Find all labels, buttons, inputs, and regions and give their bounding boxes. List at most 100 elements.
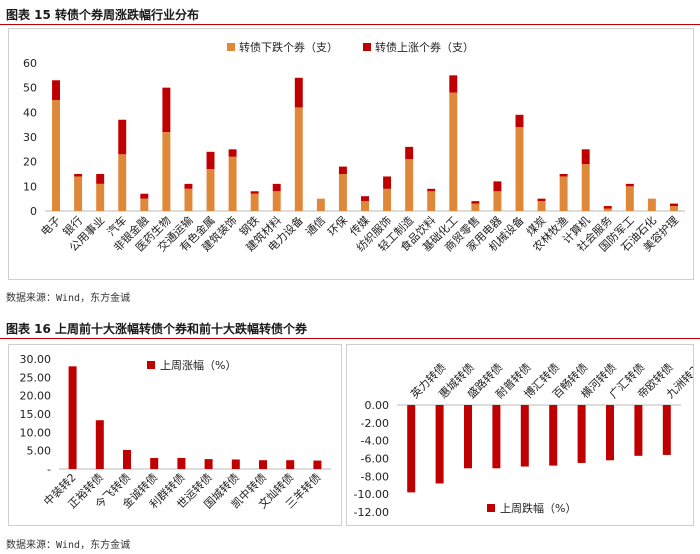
bar-segment <box>493 181 502 192</box>
industry-distribution-chart: 0102030405060电子银行公用事业汽车非银金融医药生物交通运输有色金属建… <box>23 40 685 254</box>
y-tick-label: 20.00 <box>20 390 52 403</box>
bar-segment <box>140 198 149 211</box>
y-tick-label: 0 <box>30 205 37 218</box>
bar-segment <box>52 100 61 211</box>
y-tick-label: 10.00 <box>20 426 52 439</box>
bar <box>606 405 614 461</box>
bar-segment <box>162 132 171 211</box>
bar-segment <box>294 77 303 108</box>
bar-segment <box>96 183 105 211</box>
bar-segment <box>603 208 612 211</box>
bar-segment <box>250 191 259 194</box>
top10-gainers-chart: -5.0010.0015.0020.0025.0030.00中装转2正裕转债今飞… <box>20 353 331 511</box>
bar-segment <box>449 92 458 211</box>
bar-segment <box>427 188 436 192</box>
y-tick-label: 10 <box>23 180 37 193</box>
bar-segment <box>625 183 634 187</box>
bar-segment <box>559 176 568 211</box>
x-tick-label: 电子 <box>38 214 63 239</box>
figure15-source: 数据来源：Wind，东方金诚 <box>6 293 131 304</box>
bar-segment <box>471 201 480 204</box>
bar-segment <box>184 183 193 189</box>
legend-swatch <box>147 361 155 369</box>
bar-segment <box>405 159 414 211</box>
bar-segment <box>559 174 568 177</box>
bar-segment <box>118 119 127 155</box>
figure16-left-panel: -5.00 10.00 15.00 20.00 25.00 30.00 中装转2 正裕转债 今飞… <box>8 344 342 526</box>
legend-label: 上周跌幅（%） <box>500 501 576 515</box>
bar-segment <box>383 176 392 189</box>
bar-segment <box>294 107 303 211</box>
legend-label: 上周涨幅（%） <box>160 359 236 372</box>
x-tick-label: 环保 <box>325 213 350 238</box>
bar-segment <box>338 166 347 174</box>
bar-segment <box>206 151 215 170</box>
bar-segment <box>96 174 105 184</box>
legend-swatch <box>363 43 371 51</box>
bar <box>150 458 159 469</box>
figure16-source: 数据来源：Wind，东方金诚 <box>6 540 131 551</box>
bar-segment <box>647 198 656 211</box>
bar-segment <box>74 174 83 177</box>
bar-segment <box>383 188 392 211</box>
y-tick-label: 40 <box>23 106 37 119</box>
bar <box>549 405 558 466</box>
bar <box>313 460 322 469</box>
figure15-title-rule <box>0 24 700 25</box>
figure15-panel: 0 10 20 30 40 50 60 电子 银行 公用事业 汽车 非银金融 医药生物 交通运输 有色金属建… <box>8 28 694 280</box>
y-tick-label: 50 <box>23 82 37 95</box>
y-tick-label: -6.00 <box>361 453 389 466</box>
bar-segment <box>140 193 149 199</box>
bar-segment <box>272 183 281 192</box>
bar <box>231 459 240 469</box>
y-tick-label: 5.00 <box>27 445 52 458</box>
figure16-title-rule <box>0 338 700 339</box>
bar-segment <box>515 127 524 211</box>
y-tick-label: 30.00 <box>20 353 52 366</box>
bar <box>520 405 529 467</box>
figure15-title: 图表 15 转债个券周涨跌幅行业分布 <box>6 8 200 22</box>
bar <box>177 458 186 469</box>
bar-segment <box>206 169 215 211</box>
y-tick-label: 0.00 <box>365 399 390 412</box>
y-tick-label: 60 <box>23 57 37 70</box>
bar <box>259 460 267 469</box>
legend-label: 转债下跌个券（支） <box>239 40 338 54</box>
y-tick-label: -8.00 <box>361 470 389 483</box>
bar-segment <box>493 191 502 211</box>
bar-segment <box>74 176 83 211</box>
bar-segment <box>361 196 369 202</box>
bar-segment <box>272 191 281 211</box>
bar-segment <box>581 149 590 165</box>
bar-segment <box>471 203 480 211</box>
bar-segment <box>228 156 237 211</box>
bar <box>407 405 416 493</box>
bar-segment <box>316 198 325 211</box>
y-tick-label: -12.00 <box>354 506 389 519</box>
bar-segment <box>405 146 414 160</box>
bar-segment <box>228 149 237 157</box>
figure16-right-panel: 0.00 -2.00 -4.00 -6.00 -8.00 -10.00 -12.00 英力转债… <box>346 344 700 526</box>
bar-segment <box>581 164 590 211</box>
bar-segment <box>449 75 458 93</box>
bar-segment <box>118 154 127 211</box>
y-tick-label: - <box>47 463 51 476</box>
bar-segment <box>515 114 524 128</box>
bar <box>123 449 131 469</box>
bar <box>464 405 472 469</box>
y-tick-label: -10.00 <box>354 488 389 501</box>
bar-segment <box>537 198 546 202</box>
legend-swatch <box>227 43 235 51</box>
y-tick-label: -2.00 <box>361 417 389 430</box>
legend-swatch <box>487 504 495 512</box>
bar <box>204 459 213 469</box>
bar <box>435 405 444 484</box>
bar-segment <box>52 80 61 100</box>
bar <box>492 405 501 469</box>
bar-segment <box>669 206 678 211</box>
figure16-title: 图表 16 上周前十大涨幅转债个券和前十大跌幅转债个券 <box>6 322 308 336</box>
bar <box>286 460 295 469</box>
bar-segment <box>250 193 259 211</box>
bar-segment <box>184 188 193 211</box>
bar-segment <box>537 201 546 211</box>
